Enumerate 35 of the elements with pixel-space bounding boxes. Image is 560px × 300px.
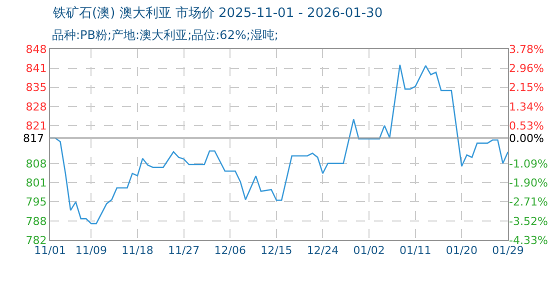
- x-tick-label: 01/02: [353, 244, 385, 258]
- chart-subtitle: 品种:PB粉;产地:澳大利亚;品位:62%;湿吨;: [52, 28, 278, 42]
- y2-tick-label: -3.52%: [509, 214, 548, 228]
- x-tick-label: 01/29: [492, 244, 524, 258]
- y-tick-label: 782: [26, 234, 47, 247]
- x-tick-label: 01/20: [446, 244, 478, 258]
- x-tick-label: 01/11: [400, 244, 432, 258]
- y2-tick-label: -4.33%: [509, 234, 548, 247]
- x-tick-label: 12/15: [260, 244, 292, 258]
- x-tick-label: 11/18: [122, 244, 154, 258]
- y2-tick-label: -2.71%: [509, 196, 548, 209]
- y2-tick-label: 0.00%: [509, 132, 544, 145]
- y2-tick-label: -1.09%: [509, 158, 548, 171]
- y2-tick-label: 0.53%: [509, 119, 544, 132]
- x-tick-label: 12/24: [306, 244, 339, 258]
- y-tick-label: 808: [26, 158, 47, 171]
- y2-tick-label: -1.90%: [509, 176, 548, 190]
- x-tick-label: 11/09: [75, 244, 108, 258]
- chart-title: 铁矿石(澳) 澳大利亚 市场价 2025-11-01 - 2026-01-30: [52, 6, 383, 21]
- x-tick-label: 11/01: [34, 244, 66, 258]
- ref-line-label: 817: [23, 132, 44, 145]
- y2-tick-label: 2.15%: [509, 81, 544, 94]
- y-tick-label: 841: [26, 62, 47, 76]
- y-tick-label: 788: [26, 214, 47, 228]
- x-tick-label: 12/06: [214, 244, 246, 258]
- y-tick-label: 795: [26, 196, 47, 209]
- y2-tick-label: 2.96%: [509, 62, 544, 76]
- y-tick-label: 828: [26, 100, 47, 114]
- y-tick-label: 835: [26, 81, 47, 94]
- y-tick-label: 848: [26, 42, 47, 56]
- y-tick-label: 821: [26, 119, 47, 132]
- x-tick-label: 11/27: [168, 244, 200, 258]
- y-tick-label: 801: [26, 176, 47, 190]
- y2-tick-label: 1.34%: [509, 100, 544, 114]
- y2-tick-label: 3.78%: [509, 42, 544, 56]
